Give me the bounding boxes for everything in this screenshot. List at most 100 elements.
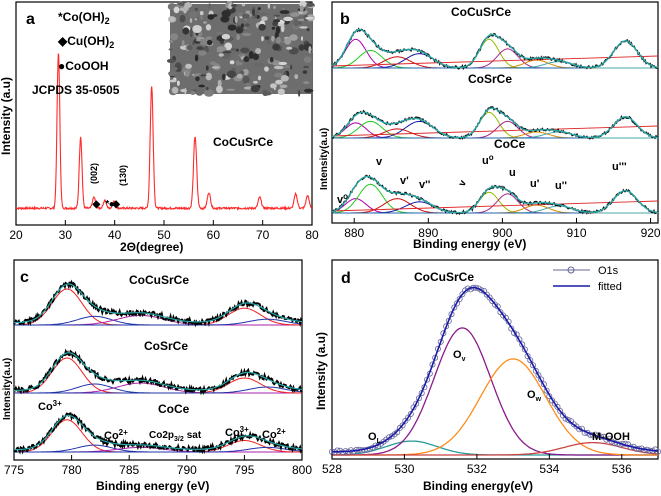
sem-grain [262,91,272,96]
xrd-pattern-line [15,53,313,211]
phase-markers: ◆ * ●◆ [92,199,121,210]
o1s-data-point [543,387,550,394]
panel-a: 20 30 40 50 60 70 80 a *Co(OH)2 ◆Cu(OH)2 ●CoOO… [0,0,319,254]
sem-grain [303,65,309,69]
o1s-legend-icon [567,266,575,274]
o1s-data-point [394,429,401,436]
sem-grain [244,23,250,27]
sem-grain [278,61,288,66]
sem-grain [244,18,247,21]
o1s-component-ov [332,327,658,456]
o1s-component-m-ooh [332,441,659,456]
sem-grain [226,70,237,78]
sem-grain [273,5,276,9]
sem-grain [241,3,246,7]
sem-grain [203,21,207,24]
sem-grain [290,64,293,70]
sem-grain [283,16,293,22]
phase-marker: * [105,199,109,210]
sem-grain [297,18,305,22]
sem-grain [179,7,190,12]
sem-grain [221,73,226,81]
sem-grain [200,15,203,20]
sem-grain [188,11,198,18]
panel-d-x-label: Binding energy(eV) [423,479,533,493]
sem-grain [245,82,251,86]
panel-c-sample-1: CoCuSrCe [129,273,189,287]
peak-label-u1: u' [530,178,540,190]
o1s-data-point [399,422,406,429]
panel-a-x-label: 2Θ(degree) [120,240,183,254]
sem-grain [310,50,313,53]
panel-c-sample-3: CoCe [158,402,190,416]
sem-grain [275,36,281,44]
o1s-data-point [519,341,526,348]
sem-grain [273,19,281,23]
sem-grain [252,53,259,61]
sem-grain [236,62,243,66]
panel-b-x-label: Binding energy (eV) [413,237,526,251]
sem-grain [228,2,233,10]
peak-label-vo: vo [337,192,348,206]
phase-marker: ◆ [111,199,120,210]
sem-grain [199,74,207,77]
sem-grain [306,2,315,7]
sem-grain [221,10,231,18]
sem-grain [169,40,174,43]
sem-grain [270,83,277,89]
sem-grain [189,18,193,23]
sem-grain [286,46,293,50]
o1s-data-point [527,357,534,364]
sem-inset-image [166,0,315,97]
legend-fitted: fitted [598,281,622,293]
sem-grain [205,24,212,31]
sem-grain [208,3,212,9]
o1s-data-point [415,395,422,402]
sem-grain [264,66,269,72]
sem-grain [303,81,310,84]
sem-grain [204,89,214,97]
panel-c-sample-2: CoSrCe [144,339,188,353]
sem-grain [243,56,250,63]
sem-grain [216,85,223,94]
sem-grain [230,47,237,52]
panel-b-letter: b [340,11,350,28]
sem-grain [176,80,180,86]
sem-grain [236,73,243,79]
sem-grain [193,74,196,78]
x-tick-label: 910 [566,226,586,240]
sem-grain [269,56,274,63]
sem-grain [181,40,185,47]
o1s-data-point [372,442,379,449]
background-line [331,55,659,67]
panel-c-y-label: Intensity(a.u) [2,358,13,420]
sem-grain [298,89,301,97]
x-tick-label: 30 [59,228,73,242]
sem-grain [236,34,240,41]
sem-grain [250,85,260,93]
label-ow: Ow [527,389,542,403]
peak-label-v1: v' [400,175,409,187]
panel-b-sample-2: CoSrCe [468,72,512,86]
sem-grain [227,24,237,31]
sem-grain [277,23,285,27]
sem-grain [192,41,195,45]
sem-grain [252,9,255,16]
co-component [14,386,303,394]
sem-grain [242,13,250,19]
sem-grain [194,54,199,62]
sem-grain [195,38,201,42]
sem-grain [255,48,262,54]
sem-grain [236,48,239,52]
panel-c-x-ticks: 775 780 785 790 795 800 [4,455,312,477]
sem-grain [226,23,231,26]
panel-d-legend: O1s fitted [553,265,622,293]
label-ol: OL [368,431,382,445]
sem-grain [211,66,220,69]
sem-grain [194,7,198,11]
sem-grain [224,42,233,51]
x-tick-label: 70 [256,228,270,242]
sem-grain [273,72,283,78]
sem-grain [267,39,271,45]
x-tick-label: 534 [539,462,559,476]
